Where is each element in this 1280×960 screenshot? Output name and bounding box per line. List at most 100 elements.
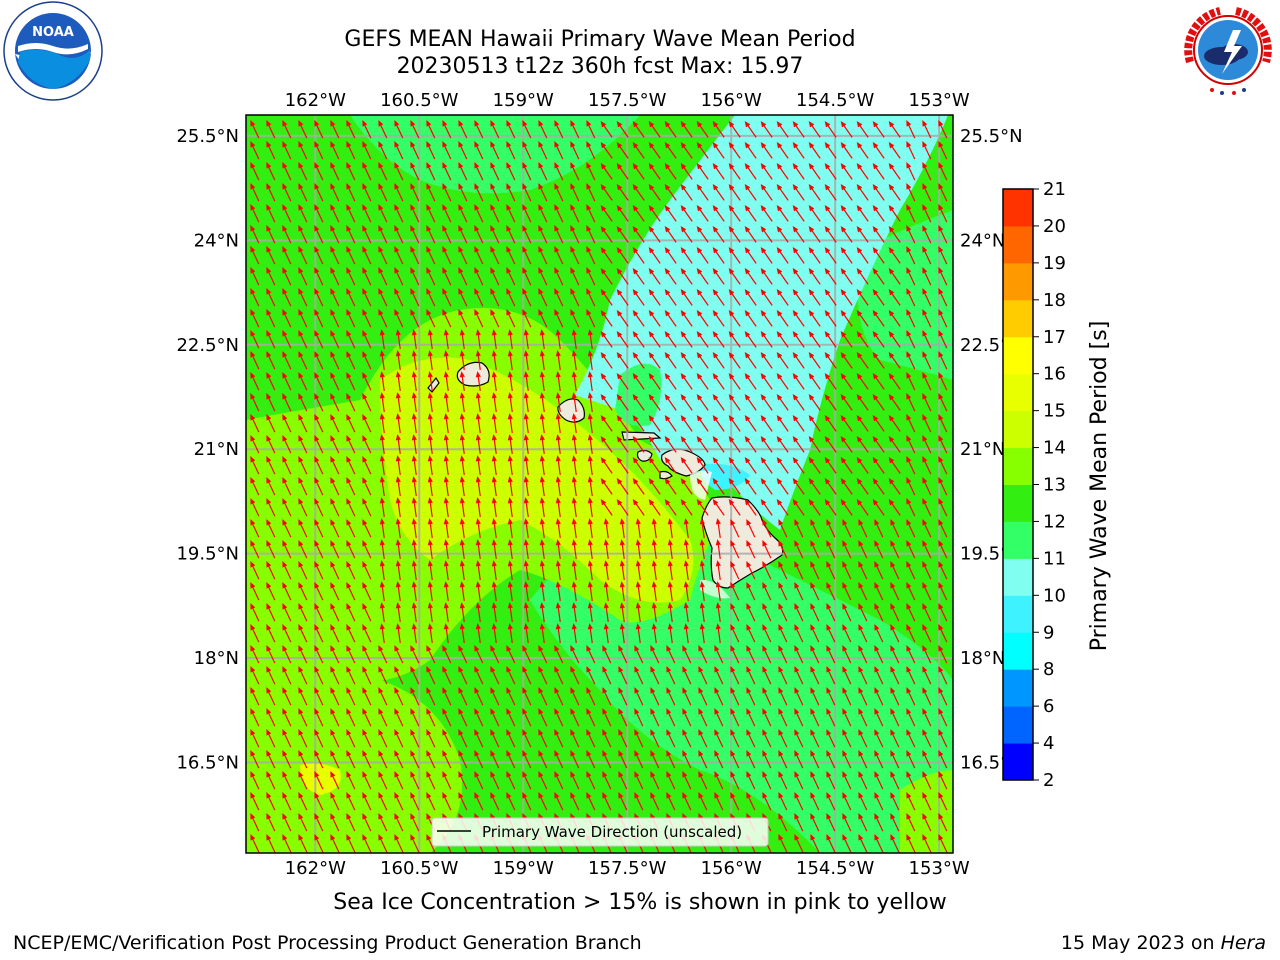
wave-arrowhead <box>523 476 529 483</box>
wave-arrowhead <box>362 267 368 274</box>
wave-arrowhead <box>632 288 639 296</box>
wave-arrowhead <box>378 309 384 316</box>
wave-arrowhead <box>842 750 848 757</box>
wave-arrowhead <box>426 645 432 652</box>
wave-arrowhead <box>474 141 480 148</box>
wave-arrowhead <box>506 645 512 652</box>
colorbar-tick-label: 18 <box>1043 290 1066 311</box>
wave-arrowhead <box>298 561 304 568</box>
wave-arrowhead <box>378 141 384 148</box>
wave-arrowhead <box>792 498 799 506</box>
wave-arrowhead <box>410 708 416 715</box>
wave-arrowhead <box>840 162 847 170</box>
wave-arrowhead <box>395 476 401 483</box>
wave-arrowhead <box>266 834 272 841</box>
wave-arrowhead <box>570 687 576 694</box>
wave-arrowhead <box>698 729 704 736</box>
wave-arrowhead <box>680 309 687 317</box>
wave-arrowhead <box>760 246 767 254</box>
wave-arrowhead <box>872 246 879 254</box>
wave-arrowhead <box>938 834 944 841</box>
wave-arrowhead <box>298 708 304 715</box>
wave-arrowhead <box>314 330 320 337</box>
oahu-island <box>557 398 585 423</box>
wave-arrowhead <box>760 267 767 275</box>
wave-arrowhead <box>379 497 385 504</box>
wave-arrowhead <box>872 309 879 317</box>
wave-arrowhead <box>490 183 496 190</box>
wave-arrowhead <box>856 183 863 191</box>
wave-arrowhead <box>632 204 639 212</box>
colorbar-tick-label: 13 <box>1043 475 1066 496</box>
colorbar-segment <box>1003 189 1033 227</box>
wave-arrowhead <box>346 435 352 442</box>
wave-arrowhead <box>474 204 480 211</box>
wave-arrowhead <box>443 623 449 630</box>
wave-arrowhead <box>426 204 432 211</box>
wave-arrowhead <box>858 813 864 820</box>
wave-arrowhead <box>858 771 864 778</box>
wave-arrowhead <box>490 162 496 169</box>
wave-arrowhead <box>744 351 751 359</box>
wave-arrowhead <box>362 435 368 442</box>
wave-arrowhead <box>522 162 528 169</box>
wave-arrowhead <box>490 225 496 232</box>
wave-arrowhead <box>840 204 847 212</box>
wave-arrowhead <box>539 581 545 588</box>
wave-arrowhead <box>648 141 655 149</box>
wave-arrowhead <box>698 666 704 673</box>
wave-arrowhead <box>730 561 736 568</box>
wave-arrowhead <box>616 162 623 170</box>
wave-arrowhead <box>618 771 624 778</box>
wave-arrowhead <box>458 666 464 673</box>
wave-arrowhead <box>346 624 352 631</box>
wave-arrowhead <box>346 603 352 610</box>
wave-arrowhead <box>938 393 944 400</box>
wave-arrowhead <box>856 162 863 170</box>
wave-arrowhead <box>648 414 655 422</box>
wave-arrowhead <box>554 204 560 211</box>
wave-arrowhead <box>474 750 480 757</box>
wave-arrowhead <box>616 309 623 317</box>
wave-arrowhead <box>490 120 496 127</box>
wave-arrowhead <box>635 581 641 588</box>
wave-arrowhead <box>778 666 784 673</box>
wave-arrowhead <box>792 183 799 191</box>
wave-arrowhead <box>602 729 608 736</box>
wave-arrowhead <box>810 561 816 568</box>
wave-arrowhead <box>890 771 896 778</box>
wave-arrowhead <box>571 560 577 567</box>
wave-arrowhead <box>778 750 784 757</box>
wave-arrowhead <box>442 750 448 757</box>
wave-arrowhead <box>922 834 928 841</box>
wave-arrowhead <box>810 666 816 673</box>
wave-arrowhead <box>938 288 944 295</box>
wave-arrowhead <box>443 581 449 588</box>
wave-arrowhead <box>840 141 847 149</box>
wave-arrowhead <box>888 183 895 191</box>
wave-arrowhead <box>443 455 449 462</box>
wave-arrowhead <box>906 813 912 820</box>
wave-arrowhead <box>346 834 352 841</box>
wave-arrowhead <box>507 497 513 504</box>
wave-arrowhead <box>872 435 879 443</box>
wave-arrowhead <box>810 834 816 841</box>
wave-arrowhead <box>314 540 320 547</box>
wave-arrowhead <box>858 792 864 799</box>
wave-arrowhead <box>888 414 895 422</box>
wave-arrowhead <box>826 750 832 757</box>
colorbar-tick-label: 19 <box>1043 253 1066 274</box>
wave-arrowhead <box>760 120 767 128</box>
wave-arrowhead <box>664 456 671 464</box>
colorbar-segment <box>1003 225 1033 264</box>
wave-arrowhead <box>458 750 464 757</box>
wave-arrowhead <box>410 183 416 190</box>
wave-arrowhead <box>250 687 256 694</box>
wave-arrowhead <box>794 561 800 568</box>
wave-arrowhead <box>314 120 320 127</box>
wave-arrowhead <box>744 393 751 401</box>
wave-arrowhead <box>922 519 928 526</box>
wave-arrowhead <box>824 330 831 338</box>
wave-arrowhead <box>426 288 432 295</box>
wave-arrowhead <box>728 351 735 359</box>
